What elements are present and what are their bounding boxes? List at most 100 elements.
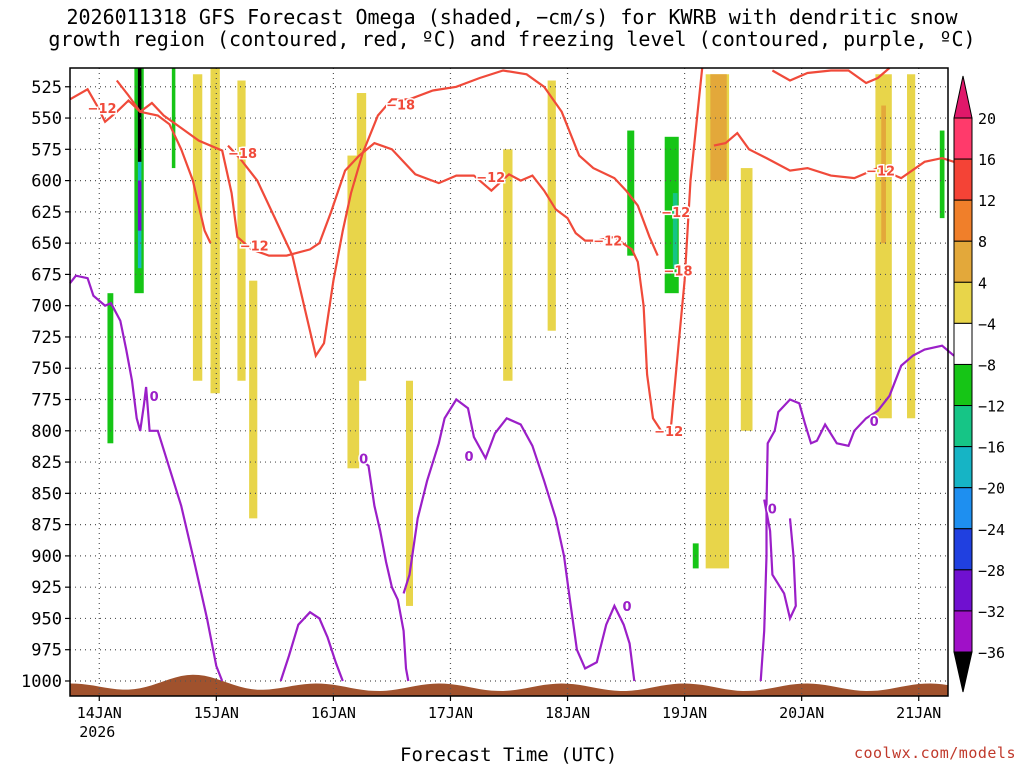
colorbar-label-10: −24 xyxy=(978,521,1005,539)
omega-shade-4 xyxy=(347,155,360,469)
contour-dgzTopRight xyxy=(771,67,891,85)
x-tick-label-5: 19JAN xyxy=(662,704,707,722)
omega-shade-19 xyxy=(137,68,142,162)
chart-title-line2: growth region (contoured, red, ºC) and f… xyxy=(48,27,976,51)
contour-label-13: 0 xyxy=(623,600,632,615)
colorbar-segment-0 xyxy=(953,117,973,160)
omega-shade-3 xyxy=(249,280,258,519)
contour-label-15: 0 xyxy=(870,415,879,430)
contour-label-9: −12 xyxy=(866,165,895,180)
colorbar-label-2: 12 xyxy=(978,192,996,210)
y-tick-label-625: 625 xyxy=(31,203,62,223)
x-tick-label-0: 14JAN xyxy=(77,704,122,722)
y-tick-label-575: 575 xyxy=(31,140,62,160)
colorbar-segment-11 xyxy=(953,569,973,612)
plot-frame xyxy=(69,67,949,697)
y-tick-label-850: 850 xyxy=(31,484,62,504)
y-tick-label-875: 875 xyxy=(31,516,62,536)
contour-label-11: 0 xyxy=(359,452,368,467)
contour-label-4: −12 xyxy=(476,171,505,186)
contour-dgz18b xyxy=(227,69,659,359)
omega-shade-23 xyxy=(627,130,635,256)
contour-label-8: −12 xyxy=(654,425,683,440)
colorbar-segment-5 xyxy=(953,322,973,365)
x-tick-label-6: 20JAN xyxy=(779,704,824,722)
omega-shade-10 xyxy=(710,74,727,181)
colorbar-label-1: 16 xyxy=(978,151,996,169)
contour-label-10: 0 xyxy=(150,390,159,405)
contour-dgz12 xyxy=(69,87,663,432)
chart-title-line1: 2026011318 GFS Forecast Omega (shaded, −… xyxy=(66,5,958,29)
colorbar-segment-2 xyxy=(953,199,973,242)
credit-link[interactable]: coolwx.com/models xyxy=(853,744,1016,762)
x-tick-label-2: 16JAN xyxy=(311,704,356,722)
y-tick-label-600: 600 xyxy=(31,172,62,192)
contour-dgz18 xyxy=(115,79,212,244)
x-tick-label-7: 21JAN xyxy=(896,704,941,722)
x-axis-label: Forecast Time (UTC) xyxy=(400,744,618,766)
y-tick-label-750: 750 xyxy=(31,359,62,379)
omega-shade-17 xyxy=(137,80,142,269)
y-tick-label-800: 800 xyxy=(31,422,62,442)
omega-shade-0 xyxy=(192,74,203,381)
terrain-band xyxy=(70,674,948,696)
contour-label-0: −12 xyxy=(88,102,117,117)
y-tick-label-775: 775 xyxy=(31,391,62,411)
omega-shade-14 xyxy=(907,74,916,419)
y-tick-label-1000: 1000 xyxy=(21,672,62,692)
y-tick-label-650: 650 xyxy=(31,234,62,254)
colorbar-top-arrow xyxy=(953,75,973,119)
contour-frz0c xyxy=(358,457,410,682)
colorbar-segment-3 xyxy=(953,240,973,283)
y-tick-label-825: 825 xyxy=(31,453,62,473)
omega-shade-1 xyxy=(210,68,220,394)
omega-shade-9 xyxy=(705,74,730,569)
contour-dgz12d xyxy=(713,131,955,180)
colorbar-label-11: −28 xyxy=(978,562,1005,580)
colorbar-label-6: −8 xyxy=(978,356,996,374)
contour-frz0b xyxy=(279,610,344,682)
colorbar-segment-12 xyxy=(953,610,973,653)
omega-shade-20 xyxy=(171,68,176,169)
contour-frz0e xyxy=(759,344,955,682)
x-tick-label-1: 15JAN xyxy=(194,704,239,722)
colorbar-segment-8 xyxy=(953,446,973,489)
contour-label-5: −12 xyxy=(593,235,622,250)
colorbar-label-9: −20 xyxy=(978,480,1005,498)
colorbar-label-4: 4 xyxy=(978,274,987,292)
y-tick-label-900: 900 xyxy=(31,547,62,567)
omega-shade-5 xyxy=(356,93,367,381)
colorbar-segment-1 xyxy=(953,158,973,201)
colorbar-label-12: −32 xyxy=(978,603,1005,621)
contour-label-2: −18 xyxy=(228,147,257,162)
omega-shade-25 xyxy=(939,130,945,219)
y-tick-label-725: 725 xyxy=(31,328,62,348)
colorbar-bottom-arrow xyxy=(953,651,973,693)
contour-label-6: −12 xyxy=(661,206,690,221)
colorbar-label-8: −16 xyxy=(978,439,1005,457)
omega-shade-12 xyxy=(875,74,892,419)
colorbar-segment-6 xyxy=(953,363,973,407)
colorbar-segment-9 xyxy=(953,487,973,530)
omega-shade-6 xyxy=(405,380,414,606)
colorbar-label-5: −4 xyxy=(978,315,996,333)
contour-dgz12c xyxy=(669,67,704,431)
contour-label-12: 0 xyxy=(465,450,474,465)
omega-shade-8 xyxy=(547,80,556,331)
y-tick-label-950: 950 xyxy=(31,609,62,629)
omega-shade-11 xyxy=(740,168,753,431)
contour-frz0d xyxy=(402,397,636,682)
colorbar-label-0: 20 xyxy=(978,110,996,128)
x-tick-sublabel-0: 2026 xyxy=(79,723,115,741)
y-tick-label-525: 525 xyxy=(31,78,62,98)
colorbar-segment-7 xyxy=(953,405,973,448)
omega-shade-13 xyxy=(881,105,886,244)
contour-label-14: 0 xyxy=(768,502,777,517)
contour-frz0 xyxy=(69,274,224,682)
x-tick-label-3: 17JAN xyxy=(428,704,473,722)
contour-label-3: −18 xyxy=(386,98,415,113)
y-tick-label-550: 550 xyxy=(31,109,62,129)
contour-label-1: −12 xyxy=(240,240,269,255)
contour-label-7: −18 xyxy=(664,265,693,280)
chart-title: 2026011318 GFS Forecast Omega (shaded, −… xyxy=(0,6,1024,50)
